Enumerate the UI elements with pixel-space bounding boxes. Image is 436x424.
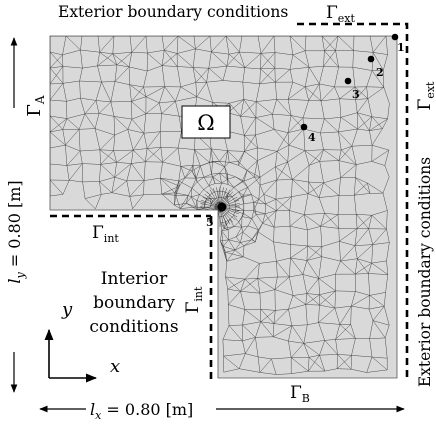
dimension-y: ly = 0.80 [m] xyxy=(5,38,27,392)
probe-point-4-label: 4 xyxy=(308,131,316,144)
gamma-ext-right-label: Γext xyxy=(415,81,436,111)
interior-label-line-2: boundary xyxy=(93,293,175,313)
interior-label-line-1: Interior xyxy=(101,269,168,289)
omega-label: Ω xyxy=(197,111,214,135)
probe-point-5 xyxy=(218,203,227,212)
dimension-x-label: lx = 0.80 [m] xyxy=(90,400,193,420)
probe-point-4 xyxy=(301,124,308,131)
dimension-x: lx = 0.80 [m] xyxy=(40,400,404,420)
probe-point-1 xyxy=(392,34,399,41)
x-axis-label: x xyxy=(110,356,120,377)
gamma-b-label: ΓB xyxy=(290,383,310,405)
interior-label-line-3: conditions xyxy=(89,317,178,337)
dimension-y-label: ly = 0.80 [m] xyxy=(5,180,27,283)
probe-point-1-label: 1 xyxy=(397,41,405,54)
exterior-boundary-label-top: Exterior boundary conditions xyxy=(58,3,288,21)
exterior-boundary-label-right: Exterior boundary conditions xyxy=(416,157,434,387)
probe-point-2-label: 2 xyxy=(376,66,384,79)
gamma-ext-top-label: Γext xyxy=(326,3,356,25)
gamma-int-horizontal-label: Γint xyxy=(92,223,119,245)
probe-point-2 xyxy=(368,56,375,63)
probe-point-5-label: 5 xyxy=(206,216,214,229)
gamma-a-label: ΓA xyxy=(24,95,47,117)
y-axis-label: y xyxy=(61,299,73,320)
probe-point-3 xyxy=(345,78,352,85)
gamma-int-vertical-label: Γint xyxy=(183,286,205,313)
probe-point-3-label: 3 xyxy=(352,88,360,101)
